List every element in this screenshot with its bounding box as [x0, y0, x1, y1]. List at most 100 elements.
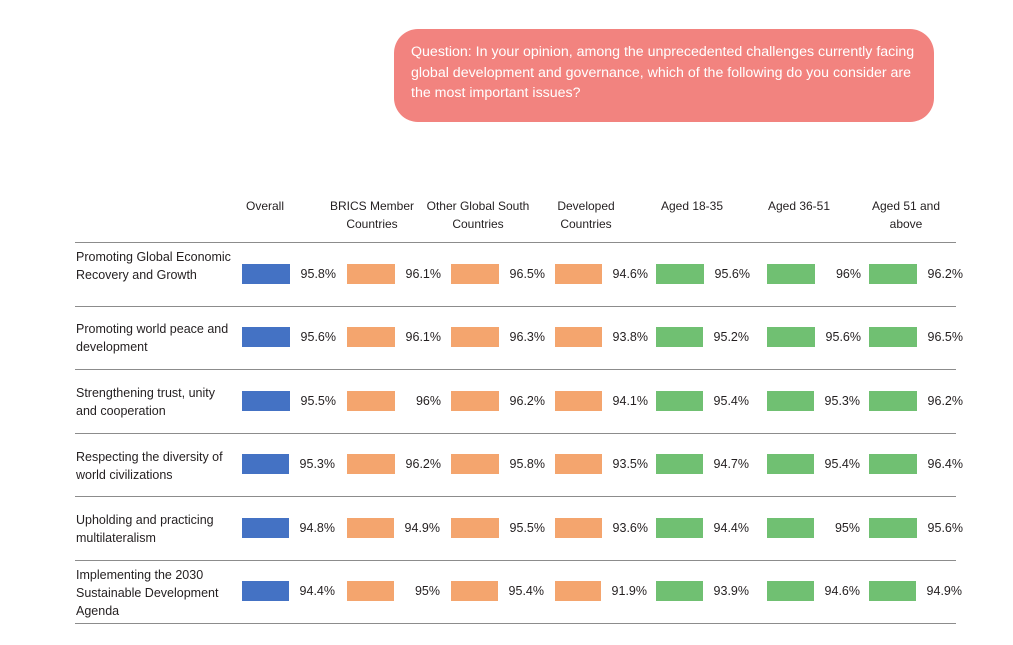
- table-divider: [75, 560, 956, 561]
- data-label: 94.7%: [713, 457, 749, 471]
- bar: [656, 327, 703, 347]
- data-label: 96%: [415, 394, 441, 408]
- data-label: 95.4%: [713, 394, 749, 408]
- data-label: 96.2%: [405, 457, 441, 471]
- bar: [242, 581, 289, 601]
- row-label: Promoting world peace and development: [76, 322, 229, 354]
- table-divider: [75, 242, 956, 243]
- bar: [242, 454, 289, 474]
- bar: [242, 264, 290, 284]
- question-text: Question: In your opinion, among the unp…: [411, 44, 915, 101]
- data-label: 95.6%: [825, 330, 861, 344]
- data-label: 93.6%: [612, 521, 648, 535]
- bar: [555, 518, 602, 538]
- table-divider: [75, 369, 956, 370]
- data-label: 93.5%: [612, 457, 648, 471]
- bar: [242, 391, 290, 411]
- bar: [767, 391, 814, 411]
- bar: [242, 327, 290, 347]
- row-label: Implementing the 2030 Sustainable Develo…: [76, 568, 219, 618]
- data-label: 95.3%: [824, 394, 860, 408]
- bar: [656, 391, 703, 411]
- bar: [656, 454, 703, 474]
- question-bubble: Question: In your opinion, among the unp…: [394, 29, 934, 122]
- data-label: 96.5%: [509, 267, 545, 281]
- data-label: 96.4%: [927, 457, 963, 471]
- data-label: 95.3%: [299, 457, 335, 471]
- data-label: 95.8%: [509, 457, 545, 471]
- bar: [347, 454, 395, 474]
- column-header: Developed Countries: [557, 199, 615, 231]
- data-label: 95%: [414, 584, 440, 598]
- data-label: 95.4%: [508, 584, 544, 598]
- bar: [242, 518, 289, 538]
- bar: [555, 327, 602, 347]
- data-label: 96.5%: [927, 330, 963, 344]
- data-label: 95.8%: [300, 267, 336, 281]
- data-label: 94.9%: [404, 521, 440, 535]
- table-divider: [75, 433, 956, 434]
- bar: [767, 518, 814, 538]
- data-label: 95.4%: [824, 457, 860, 471]
- bar: [869, 581, 916, 601]
- bar: [347, 581, 394, 601]
- bar: [451, 454, 499, 474]
- bar: [451, 581, 498, 601]
- data-label: 94.1%: [612, 394, 648, 408]
- table-divider: [75, 496, 956, 497]
- data-label: 95.6%: [927, 521, 963, 535]
- data-label: 95.5%: [300, 394, 336, 408]
- bar: [347, 391, 395, 411]
- bar: [347, 327, 395, 347]
- bar: [347, 264, 395, 284]
- bar: [451, 391, 499, 411]
- bar: [555, 264, 602, 284]
- bar: [869, 264, 917, 284]
- bar: [767, 327, 815, 347]
- data-label: 96.3%: [509, 330, 545, 344]
- table-divider: [75, 306, 956, 307]
- bar: [451, 518, 499, 538]
- bar: [656, 518, 703, 538]
- bar: [656, 264, 704, 284]
- row-label: Strengthening trust, unity and cooperati…: [76, 386, 215, 418]
- data-label: 93.9%: [713, 584, 749, 598]
- bar: [869, 454, 917, 474]
- table-divider: [75, 623, 956, 624]
- data-label: 94.4%: [713, 521, 749, 535]
- data-label: 96.1%: [405, 267, 441, 281]
- column-header: Overall: [245, 199, 284, 213]
- bar: [656, 581, 703, 601]
- bar: [451, 327, 499, 347]
- data-label: 95%: [834, 521, 860, 535]
- bar: [869, 518, 917, 538]
- column-header: Other Global South Countries: [426, 199, 530, 231]
- data-label: 95.6%: [714, 267, 750, 281]
- data-label: 96.2%: [927, 394, 963, 408]
- bar: [451, 264, 499, 284]
- column-header: BRICS Member Countries: [329, 199, 415, 231]
- bar: [869, 391, 917, 411]
- data-label: 94.6%: [824, 584, 860, 598]
- bar: [767, 454, 814, 474]
- column-header: Aged 51 and above: [871, 199, 941, 231]
- data-label: 95.2%: [713, 330, 749, 344]
- bar: [767, 264, 815, 284]
- bar: [869, 327, 917, 347]
- bar: [555, 581, 601, 601]
- row-label: Respecting the diversity of world civili…: [76, 450, 223, 482]
- data-label: 94.8%: [299, 521, 335, 535]
- data-label: 96.1%: [405, 330, 441, 344]
- row-label: Upholding and practicing multilateralism: [76, 513, 214, 545]
- data-label: 91.9%: [611, 584, 647, 598]
- column-header: Aged 18-35: [660, 199, 724, 213]
- bar: [347, 518, 394, 538]
- data-label: 93.8%: [612, 330, 648, 344]
- bar: [555, 391, 602, 411]
- column-header: Aged 36-51: [767, 199, 831, 213]
- bar: [555, 454, 602, 474]
- bar: [767, 581, 814, 601]
- data-label: 94.6%: [612, 267, 648, 281]
- data-label: 94.4%: [299, 584, 335, 598]
- data-label: 95.6%: [300, 330, 336, 344]
